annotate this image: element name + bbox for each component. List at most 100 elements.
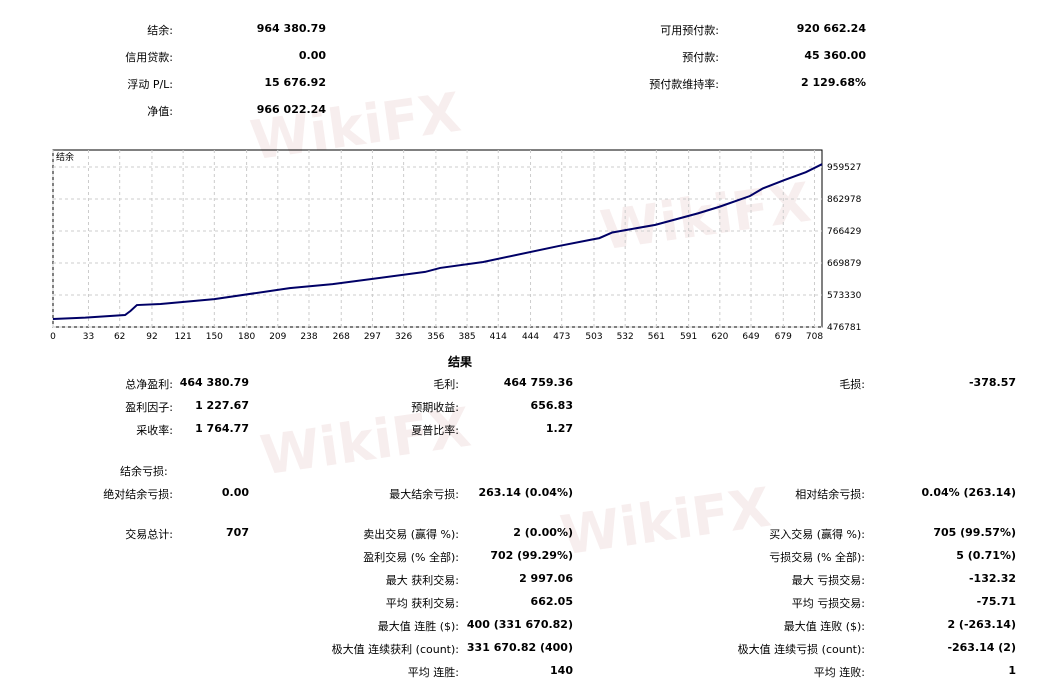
result-c1-value: 1 227.67 [195,399,249,412]
x-tick-label: 649 [742,332,759,342]
trades-c2-label: 最大值 连胜 ($): [377,620,459,633]
drawdown-c3-value: 0.04% (263.14) [921,486,1017,499]
summary-right-value: 920 662.24 [796,22,866,35]
trades-c3-label: 平均 连败: [813,666,865,679]
y-tick-label: 959527 [827,163,861,173]
result-c2-value: 1.27 [545,422,573,435]
result-c2-label: 毛利: [433,378,459,391]
x-tick-label: 33 [83,332,94,342]
x-tick-label: 356 [427,332,444,342]
y-tick-label: 766429 [827,227,862,237]
drawdown-c3-label: 相对结余亏损: [795,488,865,501]
y-tick-label: 573330 [827,291,862,301]
summary-left-value: 15 676.92 [264,76,326,89]
x-tick-label: 326 [395,332,412,342]
total-trades-value: 707 [226,526,249,539]
trades-c3-label: 亏损交易 (% 全部): [769,551,865,564]
x-tick-label: 180 [238,332,255,342]
summary-left-value: 0.00 [298,49,326,62]
summary-left-value: 964 380.79 [256,22,326,35]
x-tick-label: 92 [146,332,157,342]
trades-c3-value: 1 [1008,664,1016,677]
result-c1-value: 464 380.79 [179,376,249,389]
trades-c2-label: 卖出交易 (赢得 %): [363,528,459,541]
x-tick-label: 679 [775,332,792,342]
x-tick-label: 268 [333,332,350,342]
balance-line [52,163,823,321]
trades-c2-value: 400 (331 670.82) [466,618,573,631]
x-tick-label: 708 [806,332,823,342]
plot-frame [52,149,823,328]
drawdown-c2-value: 263.14 (0.04%) [478,486,574,499]
trades-c3-value: 5 (0.71%) [956,549,1016,562]
trades-c3-value: -132.32 [968,572,1016,585]
chart-title: 结余 [56,151,74,163]
trades-c2-label: 平均 获利交易: [385,597,459,610]
summary-left-label: 净值: [147,105,173,118]
trades-c2-value: 702 (99.29%) [490,549,573,562]
trades-c2-value: 331 670.82 (400) [466,641,573,654]
trades-c3-label: 最大 亏损交易: [791,574,865,587]
trades-c3-label: 买入交易 (赢得 %): [769,528,865,541]
x-tick-label: 209 [269,332,286,342]
trades-c3-label: 平均 亏损交易: [791,597,865,610]
result-c1-label: 盈利因子: [125,401,173,414]
results-title: 结果 [447,355,472,369]
summary-left-label: 结余: [147,24,173,37]
drawdown-c2-label: 最大结余亏损: [389,488,459,501]
trades-c2-label: 平均 连胜: [407,666,459,679]
drawdown-c1-value: 0.00 [221,486,249,499]
x-tick-label: 121 [175,332,192,342]
watermark-text: WikiFX [556,475,775,568]
x-tick-label: 150 [206,332,223,342]
y-tick-label: 862978 [827,195,862,205]
summary-right-label: 预付款维持率: [649,78,719,91]
x-tick-label: 414 [490,332,507,342]
summary-right-label: 可用预付款: [660,24,719,37]
result-c3-value: -378.57 [968,376,1016,389]
result-c2-label: 预期收益: [411,401,459,414]
summary-left-value: 966 022.24 [256,103,326,116]
trades-c2-label: 极大值 连续获利 (count): [331,643,459,656]
x-tick-label: 297 [364,332,381,342]
trades-c2-label: 盈利交易 (% 全部): [363,551,459,564]
x-tick-label: 591 [680,332,697,342]
drawdown-header: 结余亏损: [120,465,168,478]
x-tick-label: 620 [711,332,728,342]
trades-c3-value: 705 (99.57%) [933,526,1016,539]
trades-c3-value: 2 (-263.14) [947,618,1016,631]
x-tick-label: 503 [585,332,602,342]
result-c3-label: 毛损: [839,378,865,391]
x-tick-label: 532 [617,332,634,342]
x-tick-label: 385 [458,332,475,342]
trades-c2-value: 140 [550,664,573,677]
x-tick-label: 444 [522,332,539,342]
drawdown-c1-label: 绝对结余亏损: [103,488,173,501]
result-c1-label: 总净盈利: [125,378,173,391]
result-c1-value: 1 764.77 [195,422,249,435]
x-tick-label: 62 [114,332,125,342]
trades-c3-label: 极大值 连续亏损 (count): [737,643,865,656]
result-c2-label: 夏普比率: [411,424,459,437]
summary-right-value: 45 360.00 [804,49,866,62]
summary-right-label: 预付款: [682,51,719,64]
result-c2-value: 464 759.36 [503,376,573,389]
trades-c2-label: 最大 获利交易: [385,574,459,587]
trades-c3-value: -263.14 (2) [947,641,1016,654]
summary-left-label: 信用贷款: [125,51,173,64]
x-tick-label: 473 [553,332,570,342]
balance-chart: 0 33 62 92 121 150 180 209 238 268 297 326 356 385 414… [50,149,862,342]
trades-c2-value: 2 (0.00%) [513,526,573,539]
trades-c3-value: -75.71 [976,595,1016,608]
total-trades-label: 交易总计: [125,528,173,541]
summary-left-label: 浮动 P/L: [127,78,173,91]
y-tick-label: 669879 [827,259,862,269]
x-tick-label: 238 [300,332,317,342]
trades-c2-value: 662.05 [530,595,573,608]
x-tick-label: 0 [50,332,56,342]
result-c1-label: 采收率: [136,424,173,437]
result-c2-value: 656.83 [530,399,573,412]
y-tick-label: 476781 [827,323,861,333]
trades-c3-label: 最大值 连败 ($): [783,620,865,633]
x-tick-label: 561 [648,332,665,342]
